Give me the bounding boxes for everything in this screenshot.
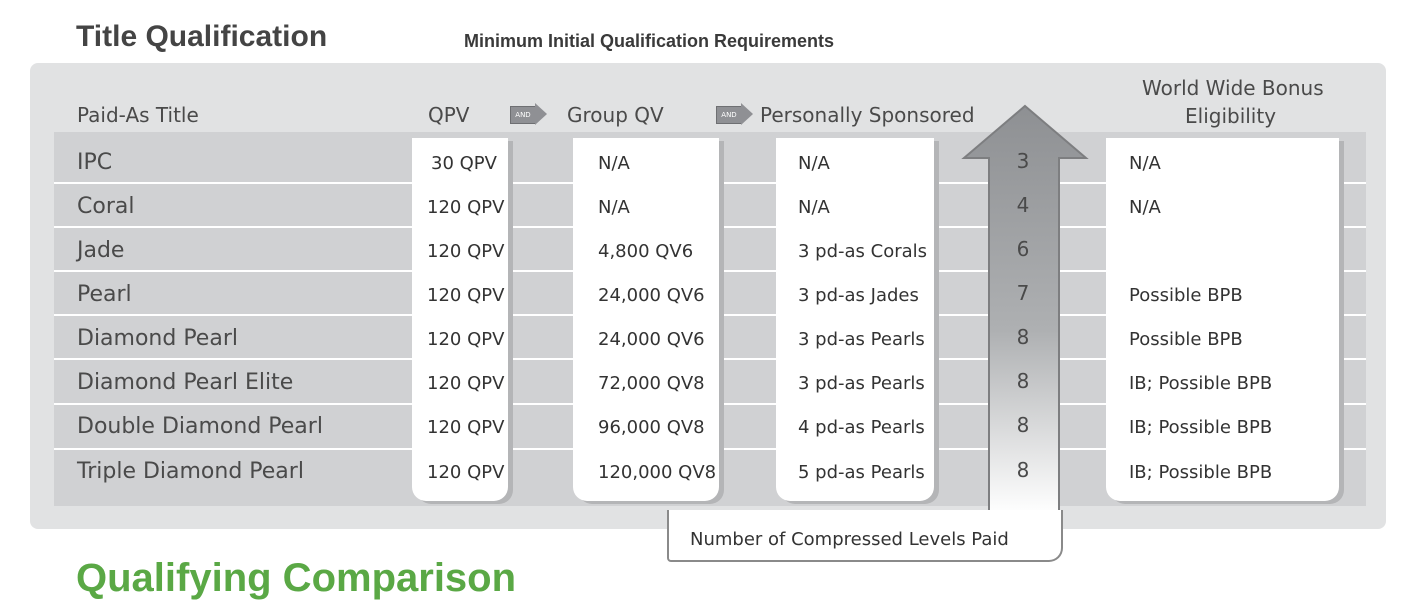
- page-subtitle: Minimum Initial Qualification Requiremen…: [464, 31, 835, 51]
- row-sponsored: N/A: [798, 153, 830, 174]
- sponsored-column: [776, 138, 934, 501]
- header-group-qv: Group QV: [567, 103, 664, 127]
- row-title: Coral: [77, 194, 135, 219]
- row-qpv: 120 QPV: [427, 285, 505, 306]
- partial-section-heading: Qualifying Comparison: [76, 556, 517, 600]
- row-sponsored: 4 pd-as Pearls: [798, 417, 925, 438]
- row-qpv: 120 QPV: [427, 462, 505, 483]
- row-sponsored: 3 pd-as Jades: [798, 285, 919, 306]
- row-title: Triple Diamond Pearl: [77, 459, 304, 484]
- row-group-qv: 24,000 QV6: [598, 329, 705, 350]
- row-levels: 4: [1016, 193, 1030, 217]
- row-group-qv: 24,000 QV6: [598, 285, 705, 306]
- page-title: Title Qualification: [76, 20, 328, 53]
- row-title: Pearl: [77, 282, 132, 307]
- row-wwb: N/A: [1129, 197, 1161, 218]
- row-sponsored: 5 pd-as Pearls: [798, 462, 925, 483]
- row-group-qv: 4,800 QV6: [598, 241, 694, 262]
- header-personally-sponsored: Personally Sponsored: [760, 103, 975, 127]
- row-levels: 6: [1016, 237, 1030, 261]
- row-title: Double Diamond Pearl: [77, 414, 323, 439]
- row-qpv: 120 QPV: [427, 241, 505, 262]
- row-qpv: 120 QPV: [427, 197, 505, 218]
- row-levels: 8: [1016, 413, 1030, 437]
- row-group-qv: N/A: [598, 197, 630, 218]
- wwb-column: [1106, 138, 1339, 501]
- row-title: Jade: [77, 238, 125, 263]
- header-wwb-line2: Eligibility: [1185, 104, 1277, 128]
- row-title: Diamond Pearl Elite: [77, 370, 294, 395]
- group-qv-column: [573, 138, 719, 501]
- row-levels: 7: [1016, 281, 1030, 305]
- row-group-qv: 120,000 QV8: [598, 462, 717, 483]
- row-levels: 8: [1016, 369, 1030, 393]
- row-qpv: 120 QPV: [427, 373, 505, 394]
- row-group-qv: 72,000 QV8: [598, 373, 705, 394]
- levels-caption: Number of Compressed Levels Paid: [690, 529, 1009, 550]
- header-paid-as-title: Paid-As Title: [77, 103, 199, 127]
- levels-caption-box: [667, 510, 1063, 562]
- row-sponsored: N/A: [798, 197, 830, 218]
- row-wwb: N/A: [1129, 153, 1161, 174]
- header-wwb-line1: World Wide Bonus: [1142, 76, 1324, 100]
- row-wwb: Possible BPB: [1129, 329, 1243, 350]
- row-group-qv: N/A: [598, 153, 630, 174]
- qpv-column: [412, 138, 508, 501]
- row-wwb: Possible BPB: [1129, 285, 1243, 306]
- row-title: IPC: [77, 150, 113, 175]
- row-wwb: IB; Possible BPB: [1129, 373, 1273, 394]
- row-sponsored: 3 pd-as Corals: [798, 241, 928, 262]
- row-title: Diamond Pearl: [77, 326, 238, 351]
- row-group-qv: 96,000 QV8: [598, 417, 705, 438]
- row-sponsored: 3 pd-as Pearls: [798, 329, 925, 350]
- row-qpv: 120 QPV: [427, 417, 505, 438]
- header-qpv: QPV: [428, 103, 470, 127]
- row-levels: 8: [1016, 458, 1030, 482]
- row-levels: 8: [1016, 325, 1030, 349]
- row-qpv: 120 QPV: [427, 329, 505, 350]
- row-qpv: 30 QPV: [431, 153, 497, 174]
- row-levels: 3: [1016, 149, 1030, 173]
- row-wwb: IB; Possible BPB: [1129, 462, 1273, 483]
- row-sponsored: 3 pd-as Pearls: [798, 373, 925, 394]
- row-wwb: IB; Possible BPB: [1129, 417, 1273, 438]
